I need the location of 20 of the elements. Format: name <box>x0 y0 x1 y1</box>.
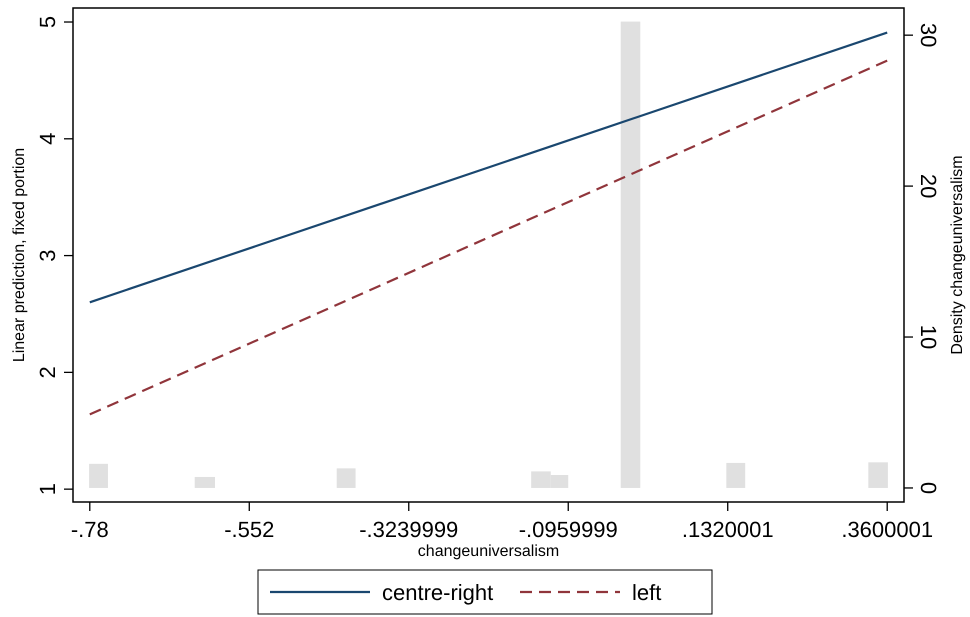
y2-axis-title: Density changeuniversalism <box>949 155 966 355</box>
x-tick-label: -.552 <box>224 517 274 542</box>
y-tick-label: 1 <box>35 483 60 496</box>
y-axis-title: Linear prediction, fixed portion <box>11 148 28 362</box>
y-tick-label: 2 <box>35 366 60 378</box>
y-tick-label: 4 <box>35 132 60 145</box>
y-tick-label: 5 <box>35 16 60 28</box>
x-tick-label: -.3239999 <box>359 517 458 542</box>
x-tick-label: -.78 <box>70 517 109 542</box>
y2-tick-label: 30 <box>916 22 941 48</box>
x-tick-label: .3600001 <box>841 517 934 542</box>
legend-label: centre-right <box>382 580 494 605</box>
x-axis-title: changeuniversalism <box>418 543 560 560</box>
y2-tick-label: 0 <box>916 482 941 494</box>
x-tick-label: -.0959999 <box>518 517 618 542</box>
y-tick-label: 3 <box>35 249 60 262</box>
legend-label: left <box>632 580 662 605</box>
y2-tick-label: 20 <box>916 174 941 198</box>
y2-tick-label: 10 <box>916 324 941 350</box>
x-tick-label: .1320001 <box>682 517 774 542</box>
